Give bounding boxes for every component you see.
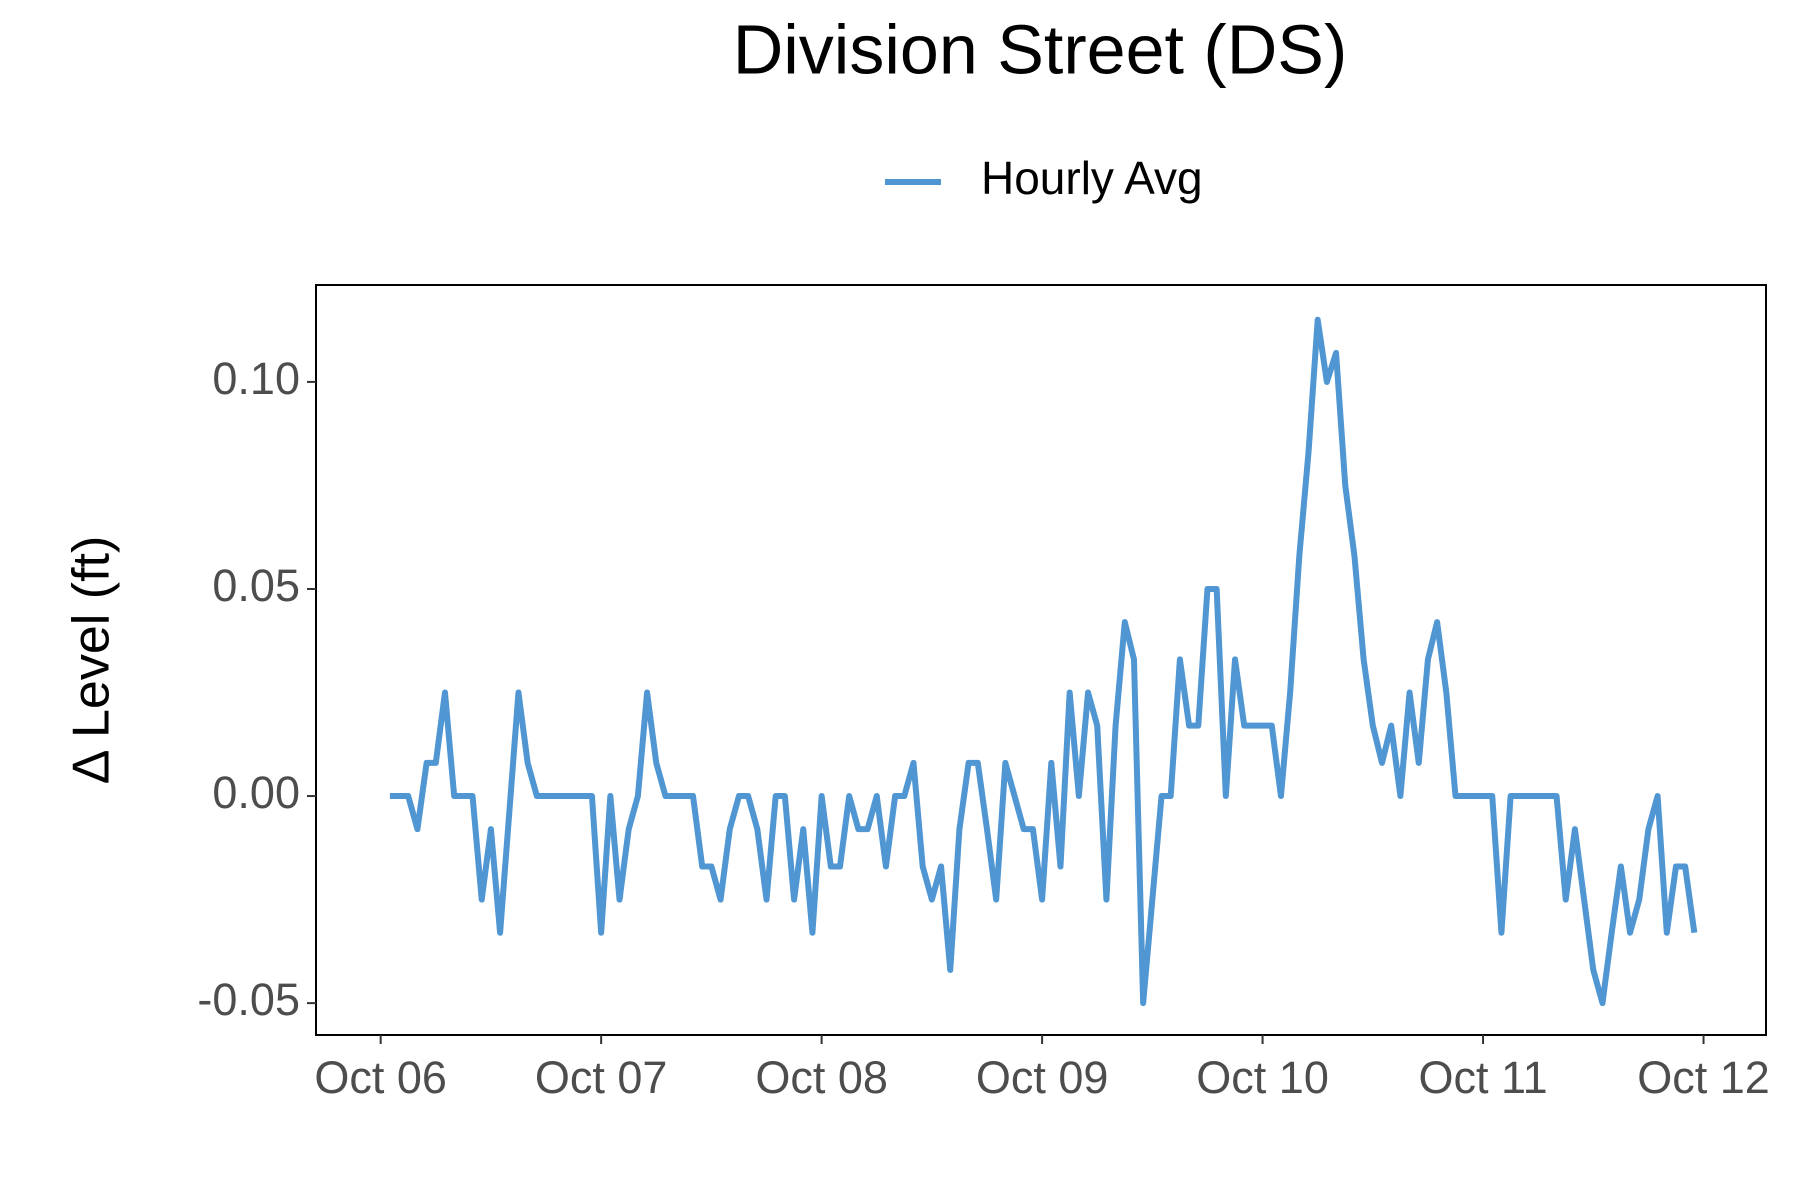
chart-title: Division Street (DS)	[733, 10, 1348, 88]
y-tick-label: -0.05	[197, 974, 300, 1025]
x-tick-label: Oct 09	[976, 1052, 1109, 1103]
x-tick-label: Oct 10	[1196, 1052, 1329, 1103]
y-tick-label: 0.00	[212, 767, 300, 818]
x-tick-label: Oct 11	[1418, 1052, 1547, 1103]
x-tick-label: Oct 07	[535, 1052, 668, 1103]
x-tick-label: Oct 06	[314, 1052, 447, 1103]
plot-border	[315, 284, 1767, 1036]
y-tick-label: 0.05	[212, 560, 300, 611]
y-tick-label: 0.10	[212, 353, 300, 404]
legend-label: Hourly Avg	[981, 152, 1203, 204]
y-axis-label: Δ Level (ft)	[63, 536, 121, 785]
x-tick-label: Oct 12	[1637, 1052, 1770, 1103]
x-tick-label: Oct 08	[755, 1052, 888, 1103]
data-line	[389, 316, 1698, 1007]
